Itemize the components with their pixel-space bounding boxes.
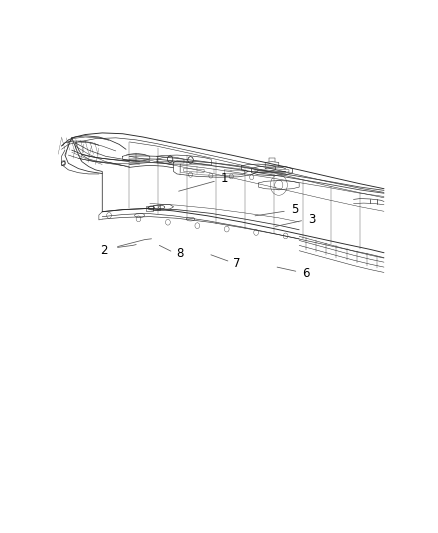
Text: 5: 5 bbox=[291, 203, 298, 216]
Text: 2: 2 bbox=[100, 244, 108, 257]
Bar bbox=[146, 206, 153, 211]
Text: 8: 8 bbox=[176, 247, 184, 260]
Text: 3: 3 bbox=[308, 213, 316, 225]
Text: 6: 6 bbox=[302, 267, 310, 280]
Bar bbox=[153, 205, 160, 210]
Text: 1: 1 bbox=[221, 172, 228, 185]
Text: 7: 7 bbox=[233, 257, 240, 270]
